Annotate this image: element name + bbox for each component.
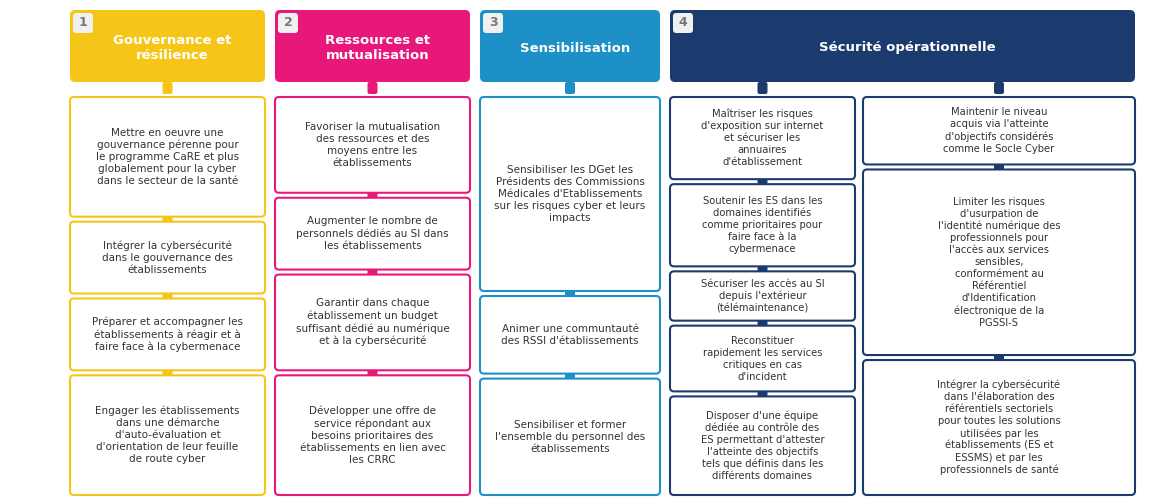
FancyBboxPatch shape [670,272,854,320]
FancyBboxPatch shape [480,10,660,82]
FancyBboxPatch shape [565,374,575,378]
Text: Engager les établissements
dans une démarche
d'auto-évaluation et
d'orientation : Engager les établissements dans une déma… [95,406,239,464]
FancyBboxPatch shape [162,216,172,222]
Text: Favoriser la mutualisation
des ressources et des
moyens entre les
établissements: Favoriser la mutualisation des ressource… [305,122,440,168]
FancyBboxPatch shape [670,10,1135,82]
Text: Disposer d'une équipe
dédiée au contrôle des
ES permettant d'attester
l'atteinte: Disposer d'une équipe dédiée au contrôle… [700,410,825,482]
FancyBboxPatch shape [162,370,172,376]
FancyBboxPatch shape [368,270,377,274]
FancyBboxPatch shape [758,266,767,272]
FancyBboxPatch shape [275,10,470,82]
Text: Garantir dans chaque
établissement un budget
suffisant dédié au numérique
et à l: Garantir dans chaque établissement un bu… [296,298,450,346]
Text: 3: 3 [489,16,497,30]
FancyBboxPatch shape [670,326,854,392]
FancyBboxPatch shape [862,360,1135,495]
Text: Préparer et accompagner les
établissements à réagir et à
faire face à la cyberme: Préparer et accompagner les établissemen… [92,316,243,352]
FancyBboxPatch shape [70,10,264,82]
Text: Développer une offre de
service répondant aux
besoins prioritaires des
établisse: Développer une offre de service répondan… [299,406,445,464]
Text: Reconstituer
rapidement les services
critiques en cas
d'incident: Reconstituer rapidement les services cri… [703,336,822,382]
FancyBboxPatch shape [278,13,298,33]
Text: Augmenter le nombre de
personnels dédiés au SI dans
les établissements: Augmenter le nombre de personnels dédiés… [297,216,448,251]
Text: 4: 4 [678,16,688,30]
FancyBboxPatch shape [483,13,503,33]
FancyBboxPatch shape [275,376,470,495]
FancyBboxPatch shape [994,164,1004,170]
FancyBboxPatch shape [275,97,470,192]
FancyBboxPatch shape [70,97,264,216]
FancyBboxPatch shape [70,298,264,370]
FancyBboxPatch shape [368,82,377,94]
FancyBboxPatch shape [670,396,854,495]
FancyBboxPatch shape [70,222,264,294]
Text: Sensibilisation: Sensibilisation [520,42,630,54]
Text: Intégrer la cybersécurité
dans le gouvernance des
établissements: Intégrer la cybersécurité dans le gouver… [102,240,233,275]
Text: Mettre en oeuvre une
gouvernance pérenne pour
le programme CaRE et plus
globalem: Mettre en oeuvre une gouvernance pérenne… [95,128,239,186]
Text: 2: 2 [284,16,292,30]
FancyBboxPatch shape [162,294,172,298]
Text: Maintenir le niveau
acquis via l'atteinte
d'objectifs considérés
comme le Socle : Maintenir le niveau acquis via l'atteint… [943,108,1055,154]
FancyBboxPatch shape [480,97,660,291]
FancyBboxPatch shape [758,82,767,94]
FancyBboxPatch shape [275,274,470,370]
FancyBboxPatch shape [673,13,693,33]
FancyBboxPatch shape [862,97,1135,164]
FancyBboxPatch shape [480,378,660,495]
FancyBboxPatch shape [565,82,575,94]
FancyBboxPatch shape [480,296,660,374]
FancyBboxPatch shape [862,170,1135,355]
FancyBboxPatch shape [368,370,377,376]
Text: 1: 1 [78,16,87,30]
FancyBboxPatch shape [670,184,854,266]
FancyBboxPatch shape [670,97,854,179]
FancyBboxPatch shape [758,392,767,396]
Text: Sécuriser les accès au SI
depuis l'extérieur
(télémaintenance): Sécuriser les accès au SI depuis l'extér… [700,278,825,314]
FancyBboxPatch shape [368,192,377,198]
FancyBboxPatch shape [70,376,264,495]
Text: Limiter les risques
d'usurpation de
l'identité numérique des
professionnels pour: Limiter les risques d'usurpation de l'id… [937,196,1060,328]
Text: Animer une communtauté
des RSSI d'établissements: Animer une communtauté des RSSI d'établi… [501,324,638,346]
Text: Sécurité opérationnelle: Sécurité opérationnelle [819,42,996,54]
Text: Intégrer la cybersécurité
dans l'élaboration des
référentiels sectoriels
pour to: Intégrer la cybersécurité dans l'élabora… [937,380,1060,476]
FancyBboxPatch shape [758,179,767,184]
Text: Gouvernance et
résilience: Gouvernance et résilience [114,34,231,62]
Text: Ressources et
mutualisation: Ressources et mutualisation [325,34,430,62]
FancyBboxPatch shape [994,355,1004,360]
Text: Sensibiliser et former
l'ensemble du personnel des
établissements: Sensibiliser et former l'ensemble du per… [494,420,645,454]
Text: Soutenir les ES dans les
domaines identifiés
comme prioritaires pour
faire face : Soutenir les ES dans les domaines identi… [703,196,822,254]
FancyBboxPatch shape [565,291,575,296]
FancyBboxPatch shape [162,82,172,94]
FancyBboxPatch shape [758,320,767,326]
FancyBboxPatch shape [275,198,470,270]
FancyBboxPatch shape [72,13,93,33]
Text: Maîtriser les risques
d'exposition sur internet
et sécuriser les
annuaires
d'éta: Maîtriser les risques d'exposition sur i… [702,109,823,168]
Text: Sensibiliser les DGet les
Présidents des Commissions
Médicales d'Etablissements
: Sensibiliser les DGet les Présidents des… [494,165,645,223]
FancyBboxPatch shape [994,82,1004,94]
